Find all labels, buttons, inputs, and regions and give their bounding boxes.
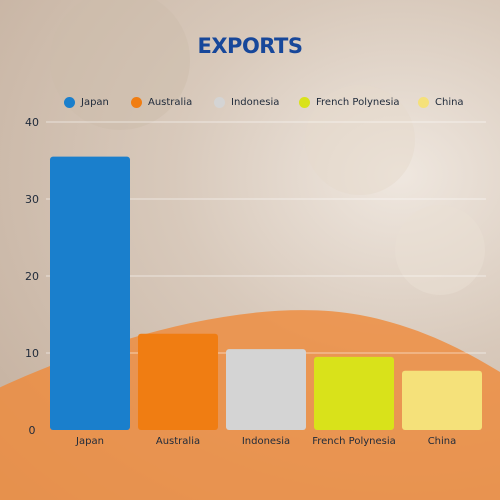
bar-australia xyxy=(138,333,218,430)
legend-item-australia: Australia xyxy=(131,93,192,111)
y-tick-label: 30 xyxy=(25,193,39,206)
legend-item-french-polynesia: French Polynesia xyxy=(299,93,400,111)
bar-china xyxy=(402,370,482,430)
chart-legend: Japan Australia Indonesia French Polynes… xyxy=(0,93,500,111)
x-tick-label: French Polynesia xyxy=(312,436,396,447)
x-tick-label: Australia xyxy=(156,436,200,447)
legend-label-japan: Japan xyxy=(81,96,109,108)
x-tick-label: China xyxy=(428,436,457,447)
bar-indonesia xyxy=(226,349,306,430)
y-tick-label: 20 xyxy=(25,270,39,283)
y-tick-label: 10 xyxy=(25,347,39,360)
legend-item-indonesia: Indonesia xyxy=(214,93,279,111)
legend-swatch-japan xyxy=(64,96,75,108)
legend-swatch-french-polynesia xyxy=(299,96,310,108)
legend-label-australia: Australia xyxy=(148,96,193,108)
legend-item-china: China xyxy=(418,93,464,111)
bar-french-polynesia xyxy=(314,356,394,430)
x-tick-label: Japan xyxy=(75,436,104,447)
legend-label-french-polynesia: French Polynesia xyxy=(316,96,400,108)
chart-title: EXPORTS xyxy=(197,34,303,58)
legend-swatch-australia xyxy=(131,96,142,108)
bar-japan xyxy=(50,156,130,430)
legend-swatch-china xyxy=(418,96,429,108)
x-tick-label: Indonesia xyxy=(242,436,290,447)
legend-label-indonesia: Indonesia xyxy=(231,96,280,108)
legend-item-japan: Japan xyxy=(64,93,109,111)
y-tick-label: 40 xyxy=(25,116,39,129)
legend-swatch-indonesia xyxy=(214,96,225,108)
legend-label-china: China xyxy=(435,96,464,108)
y-tick-label: 0 xyxy=(29,424,36,437)
